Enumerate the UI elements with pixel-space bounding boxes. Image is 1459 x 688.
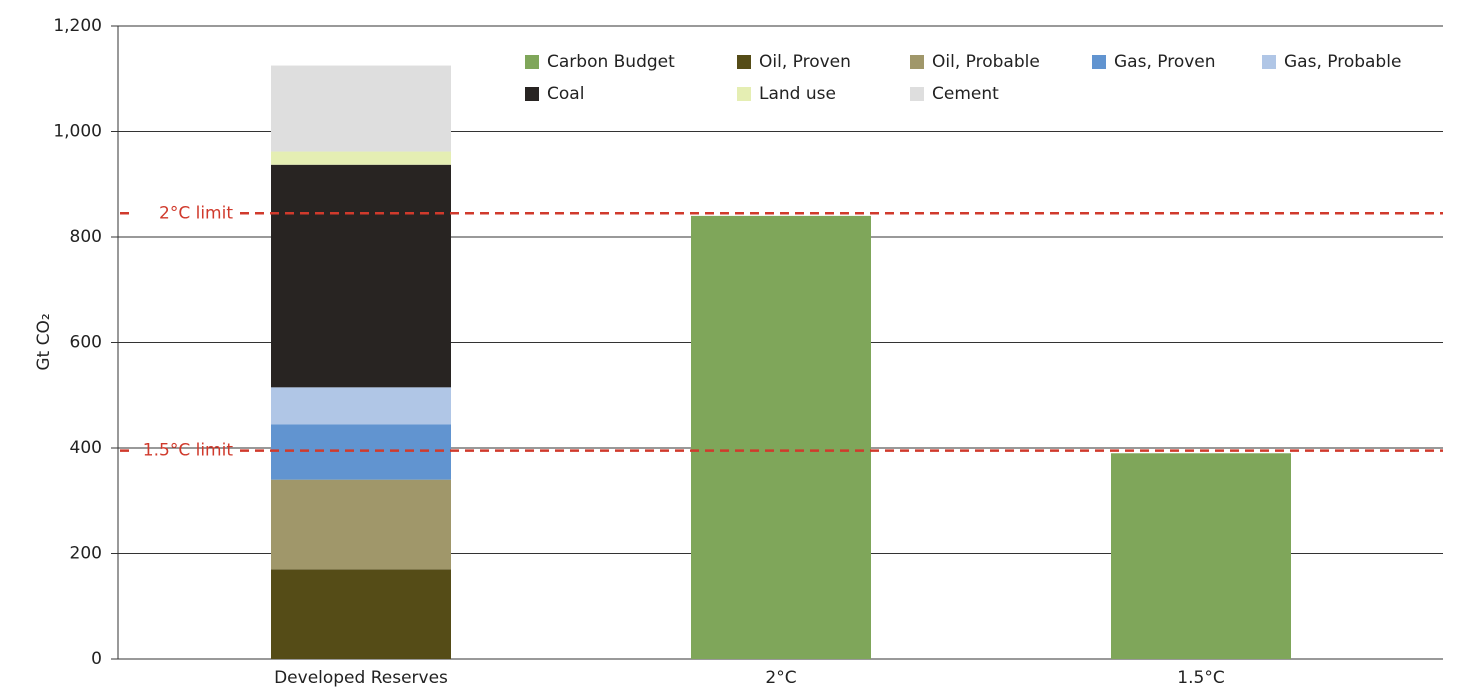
bar-segment	[691, 215, 871, 659]
y-tick-label: 1,200	[53, 16, 102, 36]
legend-label: Carbon Budget	[547, 52, 675, 72]
bar-segment	[271, 151, 451, 165]
bar-segment	[271, 479, 451, 570]
x-tick-label: Developed Reserves	[274, 668, 448, 688]
bar-segment	[271, 164, 451, 388]
y-tick-label: 800	[70, 227, 102, 247]
legend-label: Oil, Proven	[759, 52, 851, 72]
x-tick-label: 1.5°C	[1177, 668, 1224, 688]
y-tick-label: 400	[70, 438, 102, 458]
reference-label: 1.5°C limit	[143, 441, 234, 461]
bar-segment	[271, 569, 451, 659]
legend-label: Coal	[547, 84, 584, 104]
y-tick-label: 1,000	[53, 122, 102, 142]
legend-swatch	[737, 55, 751, 69]
legend-label: Land use	[759, 84, 836, 104]
y-tick-label: 200	[70, 544, 102, 564]
legend-label: Oil, Probable	[932, 52, 1040, 72]
y-tick-label: 0	[91, 649, 102, 669]
legend-swatch	[737, 87, 751, 101]
bar-segment	[1111, 453, 1291, 659]
legend-swatch	[525, 55, 539, 69]
legend-swatch	[1092, 55, 1106, 69]
legend-swatch	[910, 55, 924, 69]
y-tick-label: 600	[70, 333, 102, 353]
y-axis-label: Gt CO₂	[34, 313, 54, 370]
legend-label: Gas, Proven	[1114, 52, 1216, 72]
legend-label: Cement	[932, 84, 999, 104]
legend-swatch	[1262, 55, 1276, 69]
legend-swatch	[910, 87, 924, 101]
x-tick-label: 2°C	[765, 668, 796, 688]
bar-segment	[271, 65, 451, 152]
legend-swatch	[525, 87, 539, 101]
reference-label: 2°C limit	[159, 203, 233, 223]
legend-label: Gas, Probable	[1284, 52, 1401, 72]
bar-segment	[271, 387, 451, 425]
bar-segment	[271, 424, 451, 480]
